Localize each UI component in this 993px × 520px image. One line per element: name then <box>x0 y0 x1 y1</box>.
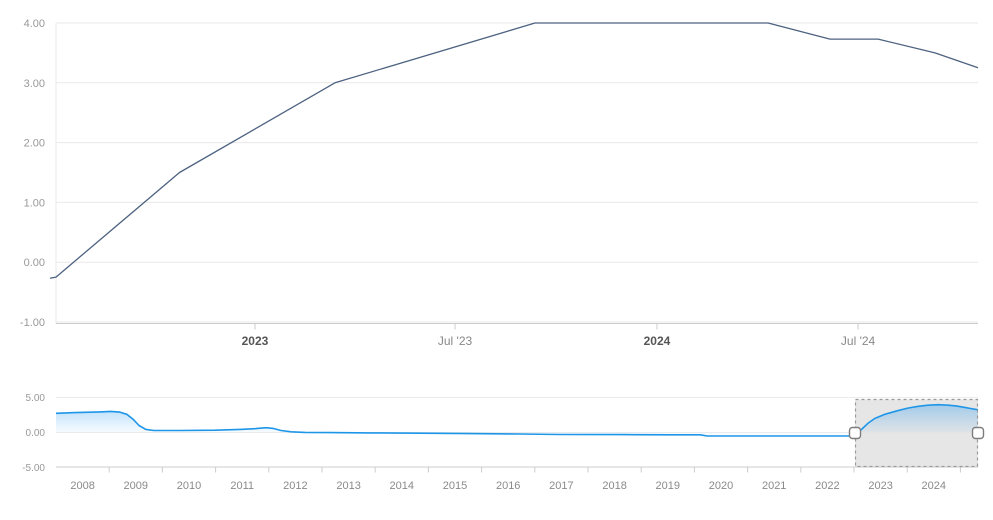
navigator-year-label: 2024 <box>922 480 946 492</box>
navigator-area-fill <box>56 404 978 436</box>
main-y-tick-label: 0.00 <box>24 257 45 269</box>
navigator-year-label: 2019 <box>656 480 680 492</box>
navigator-year-label: 2011 <box>230 480 254 492</box>
main-plot-area[interactable] <box>56 23 978 322</box>
navigator-year-label: 2010 <box>177 480 201 492</box>
main-x-tick-label: Jul '23 <box>438 334 473 348</box>
main-y-tick-label: 1.00 <box>24 197 45 209</box>
navigator-year-label: 2022 <box>815 480 839 492</box>
navigator-year-label: 2013 <box>336 480 360 492</box>
navigator-series-line <box>55 403 979 437</box>
navigator-right-handle[interactable] <box>971 426 985 440</box>
navigator-year-label: 2021 <box>762 480 786 492</box>
main-chart: 4.00 3.00 2.00 1.00 0.00 -1.00 2023 Jul '23 2024… <box>20 18 979 348</box>
navigator-year-label: 2020 <box>709 480 733 492</box>
navigator-year-label: 2009 <box>124 480 148 492</box>
navigator-y-tick-label: -5.00 <box>22 463 45 474</box>
navigator-year-label: 2012 <box>283 480 307 492</box>
navigator-y-tick-label: 0.00 <box>26 428 46 439</box>
main-x-tick-label: 2023 <box>242 334 269 348</box>
navigator-year-label: 2014 <box>390 480 414 492</box>
main-y-tick-label: 2.00 <box>24 138 45 150</box>
navigator-y-tick-label: 5.00 <box>26 393 46 404</box>
navigator-year-label: 2016 <box>496 480 520 492</box>
navigator-year-label: 2015 <box>443 480 467 492</box>
main-y-tick-label: 4.00 <box>24 18 45 30</box>
main-x-tick-label: Jul '24 <box>841 334 876 348</box>
navigator-year-label: 2008 <box>70 480 94 492</box>
navigator-left-handle[interactable] <box>848 426 862 440</box>
main-y-tick-label: -1.00 <box>20 317 45 329</box>
main-x-tick-label: 2024 <box>644 334 671 348</box>
navigator: 5.00 0.00 -5.00 2008 2009 2010 2011 2012 2013 201… <box>22 393 985 492</box>
main-series-line <box>49 22 979 279</box>
main-y-tick-label: 3.00 <box>24 78 45 90</box>
navigator-year-label: 2023 <box>868 480 892 492</box>
navigator-year-label: 2017 <box>549 480 573 492</box>
navigator-year-label: 2018 <box>602 480 626 492</box>
